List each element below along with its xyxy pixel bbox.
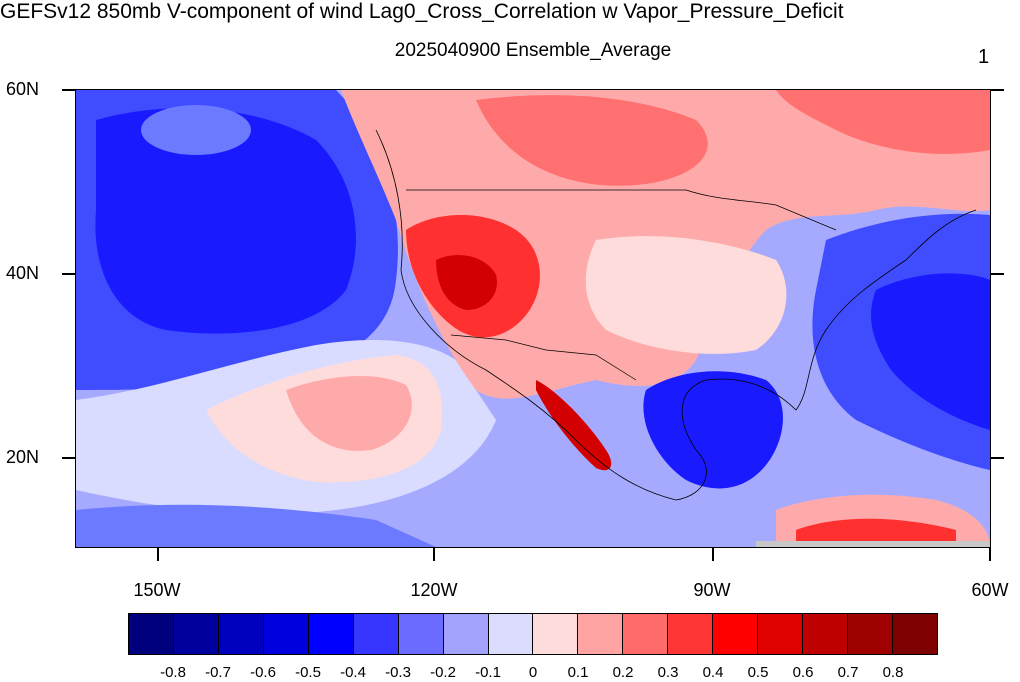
lat-tick xyxy=(991,273,1004,275)
subtropical-positive-core xyxy=(286,375,412,451)
panel-number: 1 xyxy=(978,46,990,68)
colorbar-label: -0.1 xyxy=(475,664,501,681)
canada-positive-core xyxy=(476,95,708,186)
colorbar-cell xyxy=(713,614,759,654)
colorbar-label: -0.5 xyxy=(295,664,321,681)
colorbar-cell xyxy=(578,614,624,654)
colorbar-cell xyxy=(533,614,579,654)
central-us-near-zero xyxy=(585,236,787,354)
colorbar-label: 0.7 xyxy=(837,664,859,681)
colorbar-cell xyxy=(398,614,444,654)
pacific-strong-negative-region xyxy=(95,108,357,334)
colorbar-label: -0.6 xyxy=(250,664,276,681)
colorbar-cell xyxy=(803,614,848,654)
colorbar-cell xyxy=(353,614,399,654)
colorbar-cell xyxy=(129,614,174,654)
colorbar-label: -0.7 xyxy=(205,664,231,681)
south-caribbean-positive-core xyxy=(796,518,956,547)
lat-label-40n: 40N xyxy=(6,263,40,283)
great-basin-strong-positive xyxy=(436,255,497,310)
missing-data-strip xyxy=(756,541,990,547)
chart-title: GEFSv12 850mb V-component of wind Lag0_C… xyxy=(0,0,844,23)
lat-tick xyxy=(62,273,75,275)
lat-label-20n: 20N xyxy=(6,447,40,467)
gulf-of-mexico-negative xyxy=(643,371,783,489)
colorbar-label: 0.8 xyxy=(882,664,904,681)
us-mexico-border xyxy=(450,334,637,381)
colorbar-label: 0.2 xyxy=(612,664,634,681)
colorbar-label: -0.8 xyxy=(160,664,186,681)
colorbar-cell xyxy=(758,614,804,654)
lat-tick xyxy=(991,457,1004,459)
colorbar-label: 0.3 xyxy=(657,664,679,681)
tropical-negative-region xyxy=(76,504,436,547)
lon-label-150w: 150W xyxy=(133,580,181,600)
lon-tick xyxy=(157,548,159,561)
colorbar-cell xyxy=(218,614,264,654)
colorbar-label: 0.5 xyxy=(747,664,769,681)
colorbar-cell xyxy=(443,614,489,654)
atlantic-strong-negative-region xyxy=(871,273,990,430)
colorbar-label: 0.6 xyxy=(792,664,814,681)
colorbar-cell xyxy=(892,614,937,654)
lon-tick xyxy=(712,548,714,561)
lon-label-90w: 90W xyxy=(693,580,731,600)
coastline xyxy=(375,129,977,501)
colorbar-label: 0.4 xyxy=(702,664,724,681)
colorbar xyxy=(128,613,938,655)
lon-label-60w: 60W xyxy=(971,580,1009,600)
colorbar-cell xyxy=(623,614,669,654)
lat-tick xyxy=(62,89,75,91)
lon-label-120w: 120W xyxy=(410,580,458,600)
colorbar-cell xyxy=(668,614,714,654)
mexico-positive-streak xyxy=(536,380,612,471)
us-canada-border xyxy=(406,189,837,231)
colorbar-label: -0.2 xyxy=(430,664,456,681)
colorbar-cell xyxy=(173,614,219,654)
lon-tick xyxy=(989,548,991,561)
lat-tick xyxy=(62,457,75,459)
lon-tick xyxy=(433,548,435,561)
colorbar-cell xyxy=(848,614,893,654)
colorbar-cell xyxy=(263,614,309,654)
colorbar-label: 0.1 xyxy=(567,664,589,681)
colorbar-label: -0.3 xyxy=(385,664,411,681)
colorbar-cell xyxy=(488,614,534,654)
map-canvas xyxy=(76,90,990,547)
colorbar-label: -0.4 xyxy=(340,664,366,681)
northeast-canada-positive xyxy=(776,90,990,154)
lat-label-60n: 60N xyxy=(6,79,40,99)
colorbar-cell xyxy=(308,614,354,654)
colorbar-label: 0 xyxy=(528,664,538,681)
correlation-map xyxy=(75,89,991,548)
lat-tick xyxy=(991,89,1004,91)
pacific-mild-region xyxy=(141,105,251,155)
chart-subtitle: 2025040900 Ensemble_Average xyxy=(394,40,672,61)
